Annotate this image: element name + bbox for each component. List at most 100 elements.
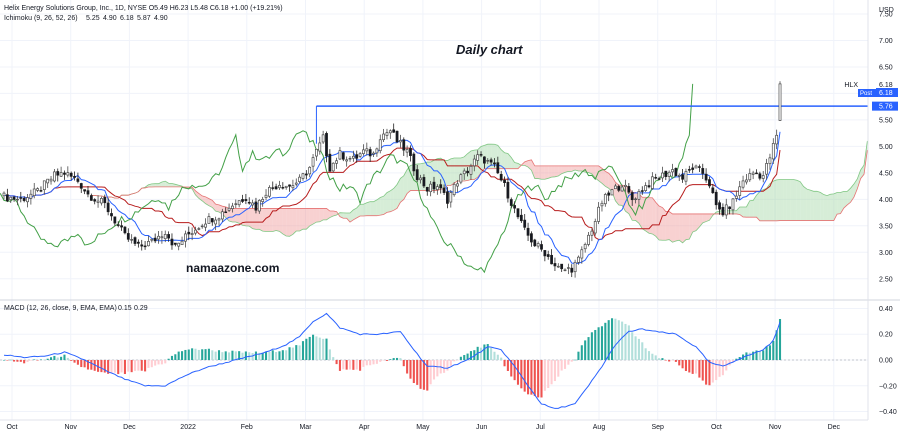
candle-body bbox=[517, 209, 519, 217]
candle-body bbox=[719, 203, 721, 209]
candle-body bbox=[682, 175, 684, 180]
last-symbol-label: HLX bbox=[844, 82, 858, 89]
candle-body bbox=[151, 239, 153, 240]
candle-body bbox=[164, 234, 166, 238]
macd-histogram-bar bbox=[621, 322, 623, 360]
legend-ichimoku-v2: 4.90 bbox=[103, 15, 117, 22]
macd-histogram-bar bbox=[74, 360, 76, 363]
macd-histogram-bar bbox=[319, 338, 321, 360]
time-tick-label: Nov bbox=[769, 424, 782, 431]
candle-body bbox=[285, 186, 287, 187]
cloud-segment bbox=[666, 212, 669, 241]
macd-histogram-bar bbox=[403, 360, 405, 366]
macd-histogram-bar bbox=[20, 360, 22, 362]
macd-histogram-bar bbox=[37, 360, 39, 361]
macd-histogram-bar bbox=[507, 360, 509, 371]
cloud-segment bbox=[770, 181, 773, 221]
candle-body bbox=[712, 188, 714, 193]
macd-tick-label: 0.40 bbox=[879, 306, 893, 313]
macd-histogram-bar bbox=[295, 345, 297, 360]
candle-body bbox=[87, 191, 89, 194]
macd-histogram-bar bbox=[443, 360, 445, 373]
cloud-segment bbox=[535, 166, 538, 179]
cloud-segment bbox=[730, 211, 733, 214]
macd-histogram-bar bbox=[40, 359, 42, 360]
time-tick-label: May bbox=[416, 424, 430, 431]
price-tick-label: 6.50 bbox=[879, 64, 893, 71]
macd-histogram-bar bbox=[772, 341, 774, 360]
candle-body bbox=[315, 149, 317, 156]
macd-histogram-bar bbox=[514, 360, 516, 380]
candle-body bbox=[342, 153, 344, 160]
macd-histogram-bar bbox=[336, 360, 338, 364]
macd-histogram-bar bbox=[184, 350, 186, 360]
macd-tick-label: 0.20 bbox=[879, 332, 893, 339]
cloud-segment bbox=[733, 211, 736, 214]
cloud-segment bbox=[693, 214, 696, 232]
macd-histogram-bar bbox=[671, 360, 673, 361]
cloud-segment bbox=[273, 208, 276, 231]
price-tick-label: 5.00 bbox=[879, 144, 893, 151]
candle-body bbox=[124, 227, 126, 233]
legend-symbol-line[interactable]: Helix Energy Solutions Group, Inc., 1D, … bbox=[4, 5, 283, 12]
macd-histogram-bar bbox=[30, 360, 32, 361]
candle-body bbox=[507, 182, 509, 198]
cloud-segment bbox=[303, 208, 306, 229]
macd-histogram-bar bbox=[698, 360, 700, 378]
macd-histogram-bar bbox=[614, 319, 616, 360]
candle-body bbox=[20, 198, 22, 199]
cloud-segment bbox=[505, 153, 508, 169]
macd-histogram-bar bbox=[624, 324, 626, 360]
macd-histogram-bar bbox=[635, 336, 637, 360]
macd-histogram-bar bbox=[131, 360, 133, 372]
macd-histogram-bar bbox=[554, 360, 556, 381]
legend-macd-name[interactable]: MACD (12, 26, close, 9, EMA, EMA) bbox=[4, 305, 117, 312]
cloud-segment bbox=[323, 208, 326, 219]
candle-body bbox=[10, 197, 12, 199]
legend-ichimoku-v3: 6.18 bbox=[120, 15, 134, 22]
cloud-segment bbox=[683, 214, 686, 243]
cloud-segment bbox=[236, 208, 239, 223]
legend-ichimoku-name[interactable]: Ichimoku (9, 26, 52, 26) bbox=[4, 15, 78, 22]
cloud-segment bbox=[793, 179, 796, 220]
macd-histogram-bar bbox=[497, 355, 499, 360]
cloud-segment bbox=[824, 195, 827, 221]
candle-body bbox=[772, 143, 774, 158]
candle-body bbox=[604, 194, 606, 203]
candle-body bbox=[766, 163, 768, 174]
macd-histogram-bar bbox=[524, 360, 526, 392]
candle-body bbox=[463, 171, 465, 174]
candle-body bbox=[443, 188, 445, 193]
candle-body bbox=[655, 177, 657, 178]
candle-body bbox=[225, 212, 227, 213]
macd-histogram-bar bbox=[389, 359, 391, 360]
macd-histogram-bar bbox=[289, 347, 291, 360]
macd-histogram-bar bbox=[682, 360, 684, 368]
candle-body bbox=[252, 203, 254, 205]
candle-body bbox=[473, 159, 475, 166]
macd-histogram-bar bbox=[426, 360, 428, 391]
candle-body bbox=[26, 198, 28, 202]
candle-body bbox=[319, 143, 321, 151]
candle-body bbox=[420, 178, 422, 180]
candle-body bbox=[540, 244, 542, 249]
candle-body bbox=[352, 156, 354, 158]
cloud-segment bbox=[760, 190, 763, 221]
macd-histogram-bar bbox=[275, 352, 277, 360]
time-tick-label: Apr bbox=[359, 424, 371, 431]
cloud-segment bbox=[279, 208, 282, 234]
cloud-segment bbox=[605, 171, 608, 188]
macd-histogram-bar bbox=[117, 360, 119, 374]
macd-histogram-bar bbox=[147, 360, 149, 368]
candle-body bbox=[641, 191, 643, 192]
candle-body bbox=[551, 255, 553, 264]
candle-body bbox=[40, 190, 42, 191]
cloud-segment bbox=[249, 208, 252, 228]
candle-body bbox=[336, 161, 338, 164]
macd-histogram-bar bbox=[376, 360, 378, 364]
macd-histogram-bar bbox=[178, 352, 180, 360]
macd-histogram-bar bbox=[409, 360, 411, 379]
macd-histogram-bar bbox=[10, 360, 12, 361]
macd-histogram-bar bbox=[504, 360, 506, 366]
